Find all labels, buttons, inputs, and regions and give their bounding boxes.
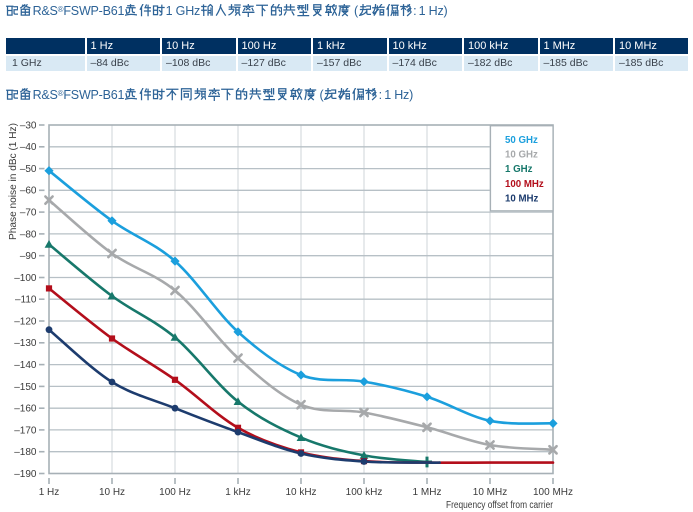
svg-text:10 GHz: 10 GHz xyxy=(505,150,538,161)
svg-text:–30: –30 xyxy=(20,120,37,131)
svg-text:100 MHz: 100 MHz xyxy=(533,487,573,498)
svg-text:–80: –80 xyxy=(20,229,37,240)
svg-text:100 Hz: 100 Hz xyxy=(159,487,191,498)
svg-text:–110: –110 xyxy=(15,295,37,306)
svg-text:100 MHz: 100 MHz xyxy=(505,179,544,190)
svg-text:1 Hz: 1 Hz xyxy=(39,487,60,498)
svg-text:–150: –150 xyxy=(14,382,37,393)
svg-text:Frequency offset from carrier: Frequency offset from carrier xyxy=(446,500,554,511)
svg-text:10 kHz: 10 kHz xyxy=(285,487,316,498)
svg-text:–140: –140 xyxy=(14,360,37,371)
svg-text:–120: –120 xyxy=(14,316,37,327)
svg-text:–130: –130 xyxy=(14,338,37,349)
svg-text:–160: –160 xyxy=(14,404,37,415)
svg-text:–70: –70 xyxy=(20,208,37,219)
svg-text:–180: –180 xyxy=(14,447,37,458)
svg-text:–50: –50 xyxy=(20,164,37,175)
svg-text:–60: –60 xyxy=(20,186,37,197)
svg-text:–170: –170 xyxy=(14,425,37,436)
svg-text:–100: –100 xyxy=(14,273,37,284)
svg-text:10 Hz: 10 Hz xyxy=(99,487,125,498)
svg-text:–90: –90 xyxy=(20,251,37,262)
svg-text:10 MHz: 10 MHz xyxy=(473,487,507,498)
svg-text:1 kHz: 1 kHz xyxy=(225,487,251,498)
svg-text:1 MHz: 1 MHz xyxy=(413,487,442,498)
svg-text:50 GHz: 50 GHz xyxy=(505,135,538,146)
svg-text:Phase noise in dBc (1 Hz): Phase noise in dBc (1 Hz) xyxy=(8,123,19,240)
svg-text:–190: –190 xyxy=(14,469,37,480)
svg-text:10 MHz: 10 MHz xyxy=(505,193,539,204)
svg-text:100 kHz: 100 kHz xyxy=(346,487,383,498)
svg-text:–40: –40 xyxy=(20,142,37,153)
svg-text:1 GHz: 1 GHz xyxy=(505,164,533,175)
